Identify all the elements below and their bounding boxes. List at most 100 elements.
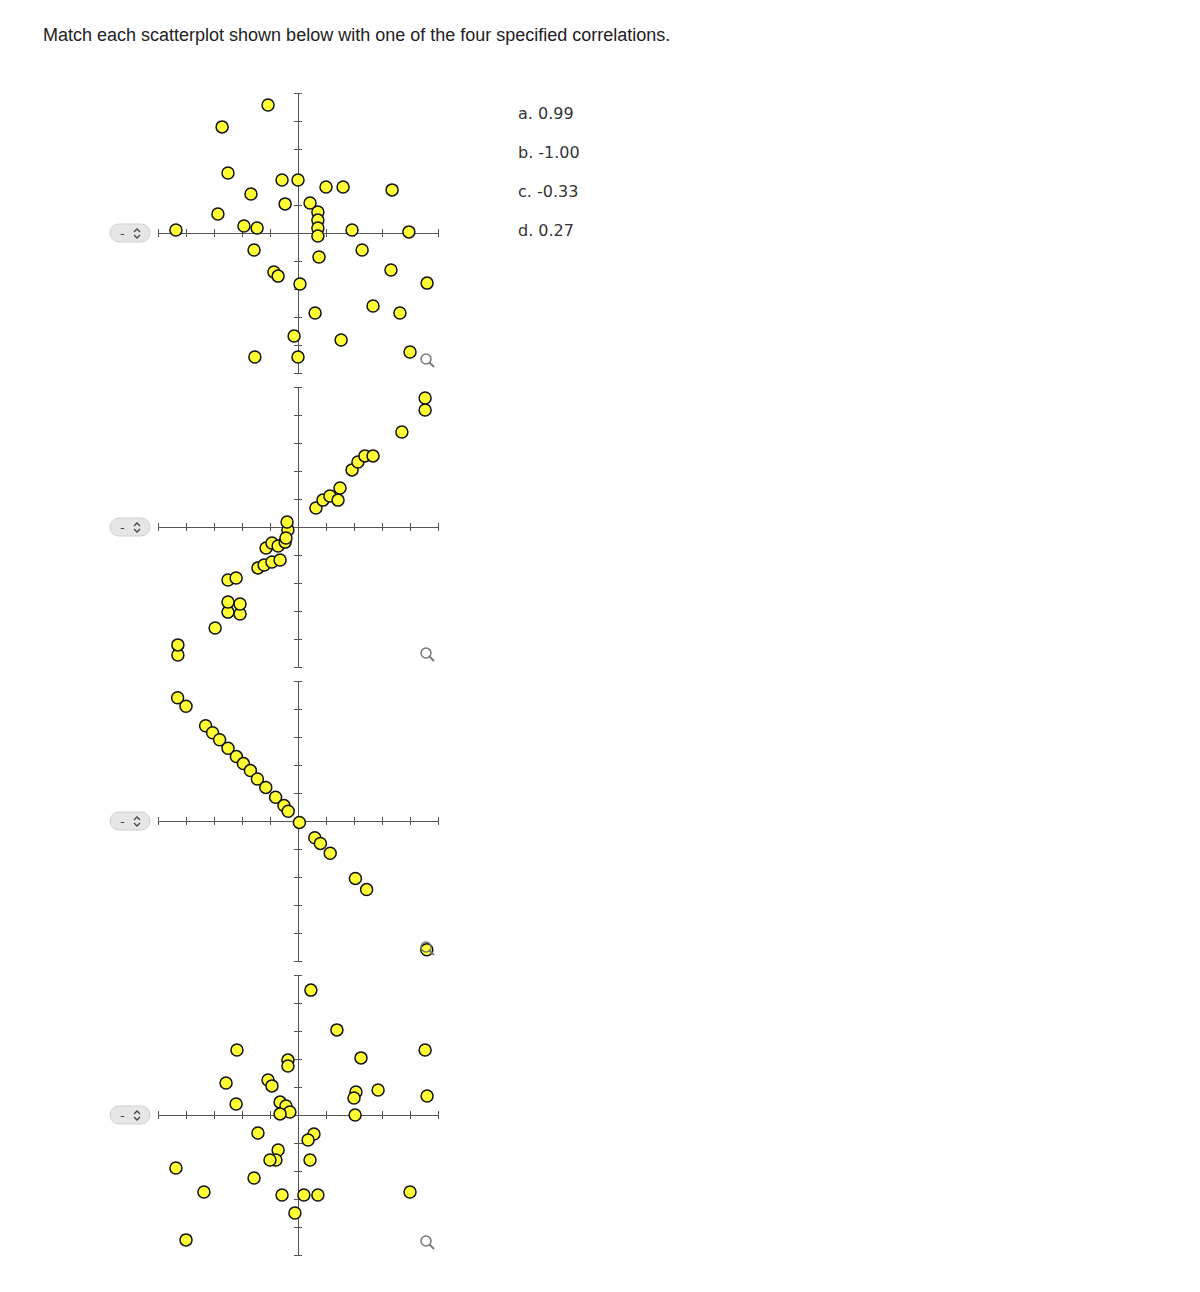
x-tick	[270, 229, 271, 237]
zoom-icon[interactable]	[421, 354, 434, 367]
y-tick	[294, 1143, 302, 1144]
point	[216, 121, 228, 133]
zoom-icon[interactable]	[421, 648, 434, 661]
y-tick	[294, 709, 302, 710]
x-tick-mark	[438, 523, 439, 531]
zoom-icon[interactable]	[421, 1236, 434, 1249]
dropdown[interactable]: -	[110, 812, 150, 830]
point	[282, 1060, 294, 1072]
dropdown[interactable]: -	[110, 224, 150, 242]
point	[238, 220, 250, 232]
point	[230, 1098, 242, 1110]
dropdown-placeholder[interactable]: -	[120, 1108, 125, 1123]
y-tick	[294, 387, 302, 388]
x-tick-mark	[382, 817, 383, 825]
y-tick-mark	[294, 583, 302, 584]
option: a. 0.99	[518, 104, 574, 123]
dropdown-placeholder[interactable]: -	[120, 814, 125, 829]
point	[248, 244, 260, 256]
scatterplot	[159, 388, 439, 668]
y-axis	[294, 388, 302, 668]
zoom-handle[interactable]	[430, 363, 435, 368]
x-tick	[326, 229, 327, 237]
x-tick-mark	[158, 817, 159, 825]
point	[272, 270, 284, 282]
y-tick	[294, 611, 302, 612]
y-tick	[294, 681, 302, 682]
point	[198, 1186, 210, 1198]
point	[348, 1092, 360, 1104]
x-tick-mark	[382, 229, 383, 237]
point	[293, 816, 305, 828]
point	[349, 872, 361, 884]
zoom-handle[interactable]	[430, 1245, 435, 1250]
x-tick-mark	[186, 229, 187, 237]
x-tick	[354, 523, 355, 531]
point	[220, 1077, 232, 1089]
x-tick	[354, 817, 355, 825]
point	[404, 346, 416, 358]
dropdown[interactable]: -	[110, 1106, 150, 1124]
point	[222, 596, 234, 608]
point	[231, 1044, 243, 1056]
point	[245, 188, 257, 200]
y-tick-mark	[294, 709, 302, 710]
dropdown-arrows[interactable]	[134, 1111, 140, 1120]
x-tick	[326, 1111, 327, 1119]
x-tick-mark	[158, 1111, 159, 1119]
zoom-icon[interactable]	[421, 942, 434, 955]
option: d. 0.27	[518, 221, 574, 240]
point	[346, 224, 358, 236]
dropdown-box[interactable]	[110, 518, 150, 536]
y-tick-mark	[294, 681, 302, 682]
question: Match each scatterplot shown below with …	[43, 25, 670, 45]
x-tick-mark	[354, 817, 355, 825]
x-tick-mark	[410, 1111, 411, 1119]
y-tick-mark	[294, 933, 302, 934]
y-tick-mark	[294, 611, 302, 612]
x-tick	[214, 229, 215, 237]
y-tick	[294, 793, 302, 794]
x-tick	[186, 817, 187, 825]
point	[248, 1172, 260, 1184]
x-tick-mark	[270, 817, 271, 825]
point	[314, 837, 326, 849]
x-tick	[438, 1111, 439, 1119]
x-tick-mark	[214, 817, 215, 825]
point	[305, 984, 317, 996]
point	[274, 1108, 286, 1120]
zoom-handle[interactable]	[430, 657, 435, 662]
point	[356, 244, 368, 256]
point	[172, 639, 184, 651]
dropdown-arrows[interactable]	[134, 817, 140, 826]
point	[403, 226, 415, 238]
point	[180, 1234, 192, 1246]
dropdown-box[interactable]	[110, 1106, 150, 1124]
dropdown-box[interactable]	[110, 224, 150, 242]
x-tick-mark	[326, 1111, 327, 1119]
dropdown-box[interactable]	[110, 812, 150, 830]
dropdown-placeholder[interactable]: -	[120, 226, 125, 241]
y-tick-mark	[294, 667, 302, 668]
y-tick-mark	[294, 975, 302, 976]
dropdown-arrows[interactable]	[134, 523, 140, 532]
x-tick-mark	[186, 523, 187, 531]
point	[367, 300, 379, 312]
y-tick-mark	[294, 233, 302, 234]
point	[264, 1154, 276, 1166]
x-tick-mark	[354, 523, 355, 531]
point	[302, 1134, 314, 1146]
dropdown-placeholder[interactable]: -	[120, 520, 125, 535]
y-tick-mark	[294, 961, 302, 962]
zoom-handle[interactable]	[430, 951, 435, 956]
dropdown[interactable]: -	[110, 518, 150, 536]
x-tick-mark	[326, 817, 327, 825]
y-tick	[294, 1003, 302, 1004]
point	[298, 1189, 310, 1201]
point	[396, 426, 408, 438]
x-tick	[382, 817, 383, 825]
y-tick-mark	[294, 527, 302, 528]
y-tick	[294, 317, 302, 318]
dropdown-arrows[interactable]	[134, 229, 140, 238]
point	[419, 404, 431, 416]
